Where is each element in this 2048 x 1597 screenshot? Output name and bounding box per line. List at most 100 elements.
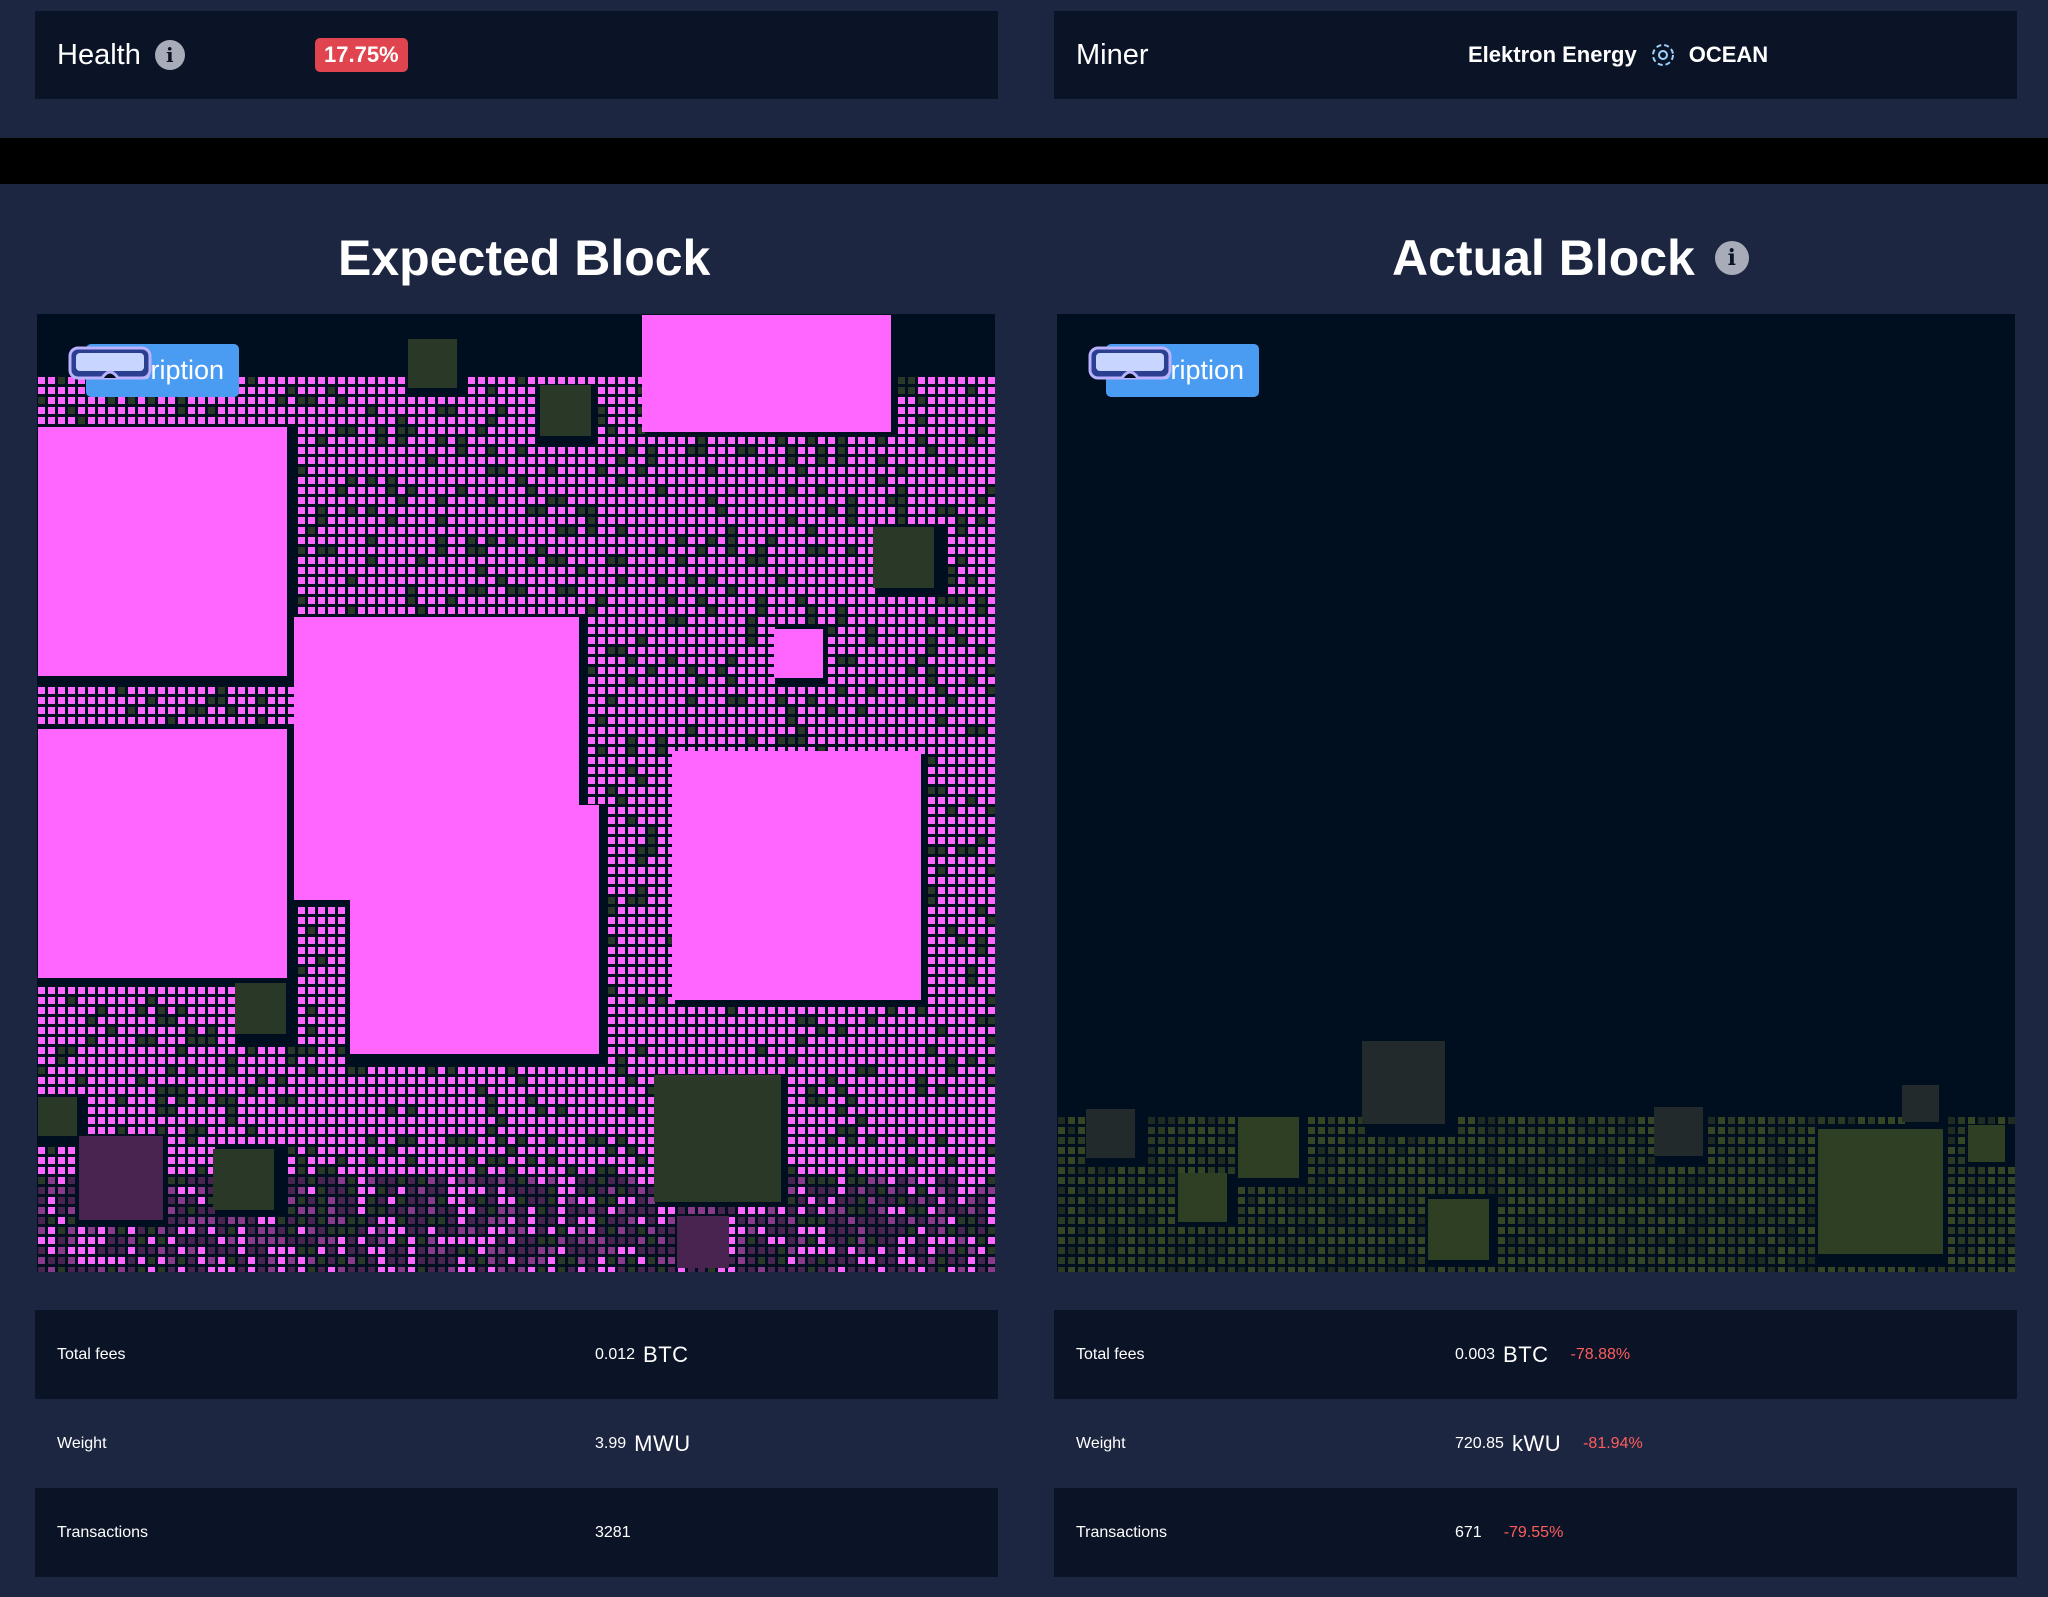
tx-cell[interactable] — [538, 377, 545, 384]
tx-cell[interactable] — [338, 447, 345, 454]
tx-cell[interactable] — [828, 1247, 835, 1254]
tx-cell[interactable] — [708, 597, 715, 604]
tx-cell[interactable] — [938, 917, 945, 924]
tx-cell[interactable] — [658, 917, 665, 924]
tx-cell[interactable] — [418, 1207, 425, 1214]
tx-cell[interactable] — [368, 1217, 375, 1224]
tx-cell[interactable] — [198, 1007, 205, 1014]
tx-cell[interactable] — [988, 1017, 995, 1024]
tx-cell[interactable] — [608, 1237, 615, 1244]
tx-cell[interactable] — [1178, 1137, 1185, 1144]
tx-cell[interactable] — [548, 457, 555, 464]
tx-cell[interactable] — [878, 1117, 885, 1124]
tx-cell[interactable] — [898, 477, 905, 484]
tx-cell[interactable] — [678, 1207, 685, 1214]
tx-cell[interactable] — [978, 1027, 985, 1034]
inscription-tx[interactable] — [350, 805, 599, 1054]
tx-cell[interactable] — [948, 517, 955, 524]
tx-cell[interactable] — [948, 547, 955, 554]
tx-cell[interactable] — [268, 397, 275, 404]
tx-cell[interactable] — [658, 637, 665, 644]
tx-cell[interactable] — [898, 397, 905, 404]
tx-cell[interactable] — [728, 1067, 735, 1074]
tx-cell[interactable] — [678, 1007, 685, 1014]
tx-cell[interactable] — [198, 1057, 205, 1064]
tx-cell[interactable] — [188, 717, 195, 724]
tx-cell[interactable] — [88, 1007, 95, 1014]
tx-cell[interactable] — [978, 747, 985, 754]
tx-cell[interactable] — [868, 557, 875, 564]
tx-cell[interactable] — [318, 1117, 325, 1124]
tx-cell[interactable] — [818, 1187, 825, 1194]
tx-cell[interactable] — [748, 737, 755, 744]
tx-cell[interactable] — [978, 877, 985, 884]
tx-cell[interactable] — [668, 627, 675, 634]
tx-cell[interactable] — [748, 507, 755, 514]
tx-cell[interactable] — [628, 1067, 635, 1074]
tx-cell[interactable] — [928, 647, 935, 654]
tx-cell[interactable] — [768, 587, 775, 594]
tx-cell[interactable] — [718, 1047, 725, 1054]
tx-cell[interactable] — [538, 1177, 545, 1184]
tx-cell[interactable] — [888, 747, 895, 754]
tx-cell[interactable] — [618, 547, 625, 554]
tx-cell[interactable] — [148, 1087, 155, 1094]
tx-cell[interactable] — [138, 707, 145, 714]
tx-cell[interactable] — [438, 1207, 445, 1214]
tx-cell[interactable] — [188, 1087, 195, 1094]
tx-cell[interactable] — [958, 727, 965, 734]
tx-cell[interactable] — [368, 1107, 375, 1114]
tx-cell[interactable] — [788, 697, 795, 704]
tx-cell[interactable] — [628, 857, 635, 864]
tx-cell[interactable] — [768, 617, 775, 624]
tx-cell[interactable] — [618, 707, 625, 714]
tx-cell[interactable] — [398, 1077, 405, 1084]
tx-cell[interactable] — [538, 1267, 545, 1272]
tx-cell[interactable] — [438, 1087, 445, 1094]
tx-cell[interactable] — [668, 687, 675, 694]
tx-cell[interactable] — [898, 457, 905, 464]
tx-cell[interactable] — [338, 1257, 345, 1264]
tx-cell[interactable] — [638, 1207, 645, 1214]
tx-cell[interactable] — [208, 1147, 215, 1154]
tx-cell[interactable] — [298, 1027, 305, 1034]
tx-cell[interactable] — [648, 1177, 655, 1184]
tx-cell[interactable] — [1558, 1117, 1565, 1124]
tx-cell[interactable] — [948, 927, 955, 934]
tx-cell[interactable] — [988, 887, 995, 894]
tx-cell[interactable] — [748, 657, 755, 664]
tx-cell[interactable] — [968, 1217, 975, 1224]
tx-cell[interactable] — [928, 617, 935, 624]
tx-cell[interactable] — [638, 767, 645, 774]
tx-cell[interactable] — [638, 1087, 645, 1094]
tx-cell[interactable] — [798, 1117, 805, 1124]
tx-cell[interactable] — [638, 927, 645, 934]
tx-cell[interactable] — [138, 997, 145, 1004]
tx-cell[interactable] — [188, 1147, 195, 1154]
tx-cell[interactable] — [668, 457, 675, 464]
tx-cell[interactable] — [958, 887, 965, 894]
tx-cell[interactable] — [1368, 1147, 1375, 1154]
tx-cell[interactable] — [608, 467, 615, 474]
tx-cell[interactable] — [78, 1017, 85, 1024]
tx-cell[interactable] — [978, 647, 985, 654]
tx-cell[interactable] — [648, 1207, 655, 1214]
tx-cell[interactable] — [988, 927, 995, 934]
tx-cell[interactable] — [828, 1237, 835, 1244]
tx-cell[interactable] — [308, 1147, 315, 1154]
tx-cell[interactable] — [428, 557, 435, 564]
tx-cell[interactable] — [958, 947, 965, 954]
tx-cell[interactable] — [748, 1227, 755, 1234]
tx-cell[interactable] — [58, 1037, 65, 1044]
tx-cell[interactable] — [608, 767, 615, 774]
tx-cell[interactable] — [58, 1227, 65, 1234]
tx-cell[interactable] — [498, 397, 505, 404]
tx-cell[interactable] — [228, 1037, 235, 1044]
tx-cell[interactable] — [438, 1247, 445, 1254]
tx-cell[interactable] — [238, 397, 245, 404]
tx-cell[interactable] — [608, 557, 615, 564]
tx-cell[interactable] — [218, 1217, 225, 1224]
tx-cell[interactable] — [408, 1137, 415, 1144]
tx-cell[interactable] — [108, 1127, 115, 1134]
tx-cell[interactable] — [1328, 1127, 1335, 1134]
